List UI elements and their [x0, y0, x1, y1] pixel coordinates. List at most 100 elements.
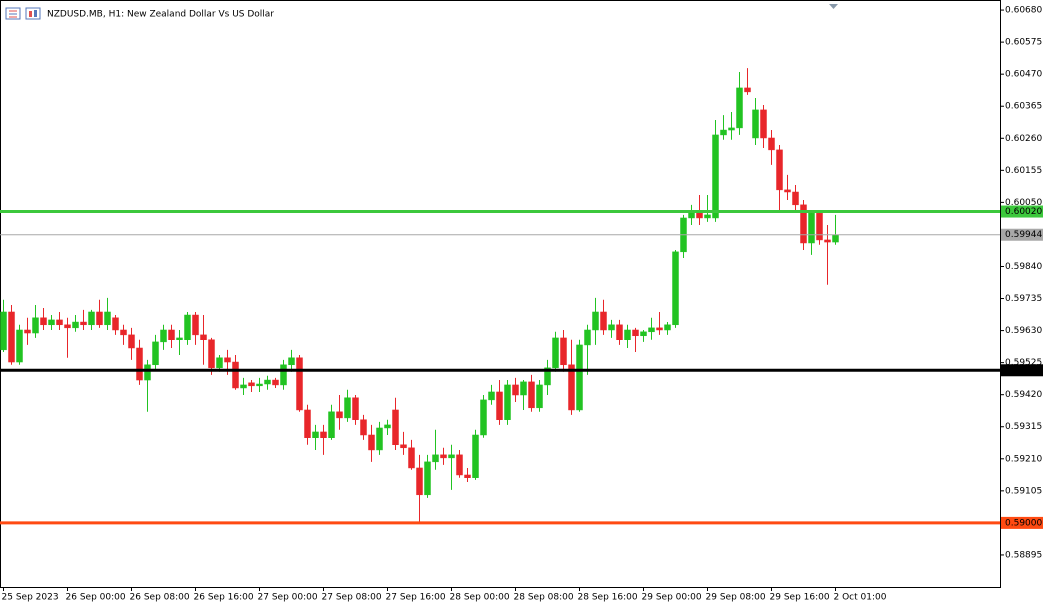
candle-body — [384, 424, 391, 429]
candle-body — [600, 311, 607, 331]
candle-body — [80, 321, 87, 326]
candle-body — [760, 109, 767, 139]
x-tick-label: 27 Sep 08:00 — [322, 593, 382, 603]
y-tick-label: 0.59315 — [1005, 422, 1042, 432]
candle-body — [216, 357, 223, 369]
x-tick-label: 26 Sep 08:00 — [130, 593, 190, 603]
candle-body — [64, 324, 71, 329]
candle-body — [768, 137, 775, 151]
candle-body — [128, 334, 135, 349]
candle-body — [304, 409, 311, 438]
y-tick-label: 0.59630 — [1005, 326, 1042, 336]
candle-body — [56, 319, 63, 326]
last-price-tag — [1001, 228, 1043, 241]
candle-body — [576, 344, 583, 411]
x-tick-label: 29 Sep 00:00 — [642, 593, 702, 603]
candle-body — [488, 391, 495, 401]
candle-body — [816, 212, 823, 241]
candle-body — [520, 381, 527, 396]
x-tick-label: 25 Sep 2023 — [2, 593, 59, 603]
y-tick-label: 0.60260 — [1005, 134, 1042, 144]
candle-body — [208, 339, 215, 369]
candle-body — [448, 454, 455, 459]
candle-body — [248, 382, 255, 387]
candle-body — [704, 214, 711, 219]
candle-body — [8, 311, 15, 363]
candle-body — [152, 341, 159, 366]
x-tick-label: 27 Sep 16:00 — [386, 593, 446, 603]
candle-body — [0, 311, 7, 351]
candle-body — [736, 87, 743, 129]
y-tick-label: 0.60155 — [1005, 166, 1042, 176]
y-tick-label: 0.58895 — [1005, 550, 1042, 560]
candle-body — [424, 461, 431, 496]
icon — [25, 7, 41, 20]
y-tick-label: 0.59210 — [1005, 454, 1042, 464]
candle-body — [808, 212, 815, 244]
x-tick-label: 28 Sep 08:00 — [514, 593, 574, 603]
level-tag — [1001, 516, 1043, 529]
candle-body — [184, 314, 191, 340]
candle-body — [256, 383, 263, 387]
candle-body — [168, 329, 175, 340]
shift-marker — [829, 4, 838, 9]
y-tick-label: 0.59525 — [1005, 358, 1042, 368]
candle-body — [288, 357, 295, 366]
x-tick-label: 28 Sep 00:00 — [450, 593, 510, 603]
x-tick-label: 27 Sep 00:00 — [258, 593, 318, 603]
candle-body — [632, 329, 639, 337]
candle-body — [712, 134, 719, 219]
candle-body — [656, 327, 663, 331]
x-tick-label: 28 Sep 16:00 — [578, 593, 638, 603]
candle-body — [408, 447, 415, 469]
candle-body — [560, 337, 567, 366]
x-tick-label: 2 Oct 01:00 — [834, 593, 887, 603]
y-tick-label: 0.59420 — [1005, 390, 1042, 400]
candle-body — [144, 364, 151, 381]
candle-body — [88, 311, 95, 326]
candle-body — [728, 127, 735, 131]
icon-bar — [29, 11, 32, 17]
candle-body — [776, 149, 783, 191]
candle-body — [544, 367, 551, 386]
candle-body — [432, 454, 439, 463]
candle-body — [16, 329, 23, 363]
y-tick-label: 0.59105 — [1005, 486, 1042, 496]
candle-body — [784, 189, 791, 193]
candle-body — [464, 474, 471, 478]
candle-body — [232, 361, 239, 389]
y-tick-label: 0.60050 — [1005, 198, 1042, 208]
chart-title: NZDUSD.MB, H1: New Zealand Dollar Vs US … — [47, 10, 274, 20]
y-tick-label: 0.60470 — [1005, 70, 1042, 80]
candle-body — [160, 329, 167, 343]
candle-body — [72, 321, 79, 329]
candle-body — [456, 454, 463, 476]
candle-body — [192, 314, 199, 336]
level-label: 0.60020 — [1005, 207, 1042, 217]
candle-body — [224, 357, 231, 363]
candle-body — [504, 384, 511, 420]
candle-body — [752, 109, 759, 139]
candle-body — [312, 431, 319, 438]
candle-body — [528, 381, 535, 409]
candle-body — [792, 191, 799, 206]
candle-body — [512, 384, 519, 396]
candle-body — [568, 364, 575, 411]
x-tick-label: 29 Sep 16:00 — [770, 593, 830, 603]
candle-body — [664, 324, 671, 331]
candle-body — [376, 427, 383, 451]
candle-body — [360, 419, 367, 436]
candle-body — [592, 311, 599, 331]
candle-body — [800, 204, 807, 244]
candle-body — [832, 234, 839, 243]
candle-body — [824, 239, 831, 243]
y-tick-label: 0.60680 — [1005, 6, 1042, 16]
level-label: 0.59500 — [1005, 366, 1042, 376]
candle-body — [272, 379, 279, 386]
candle-body — [416, 467, 423, 496]
candle-body — [496, 391, 503, 420]
candle-body — [584, 329, 591, 346]
x-tick-label: 26 Sep 16:00 — [194, 593, 254, 603]
level-label: 0.59000 — [1005, 518, 1042, 528]
x-tick-label: 26 Sep 00:00 — [66, 593, 126, 603]
